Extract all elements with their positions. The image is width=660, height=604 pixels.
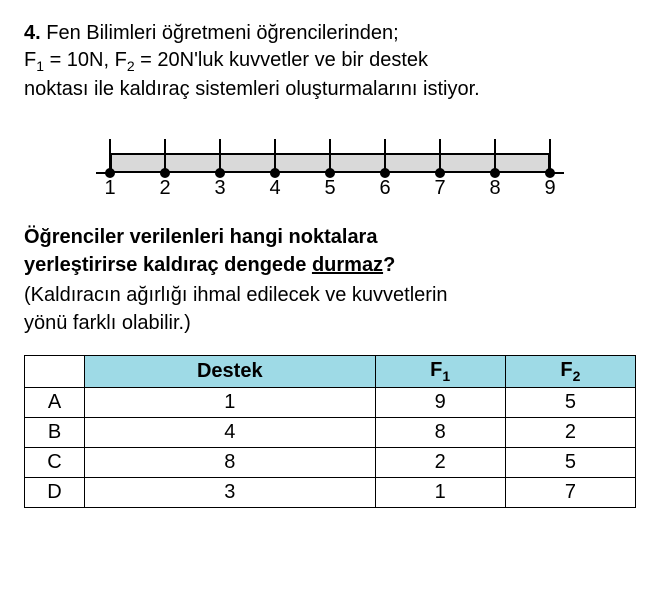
prompt-line2c: ? [383, 254, 395, 276]
header-f2-letter: F [560, 359, 572, 381]
paren-line2: yönü farklı olabilir.) [24, 312, 191, 334]
prompt-underline: durmaz [312, 254, 383, 276]
table-row: C 8 2 5 [25, 447, 636, 477]
lever-number: 7 [434, 177, 445, 200]
paren-line1: (Kaldıracın ağırlığı ihmal edilecek ve k… [24, 284, 448, 306]
cell-f2: 5 [505, 447, 635, 477]
header-corner [25, 355, 85, 387]
question-text: 4. Fen Bilimleri öğretmeni öğrencilerind… [24, 20, 636, 103]
lever-number: 8 [489, 177, 500, 200]
header-f1-sub: 1 [442, 368, 450, 384]
header-f2-sub: 2 [573, 368, 581, 384]
cell-f2: 5 [505, 387, 635, 417]
row-label: B [25, 417, 85, 447]
q-f1a: F [24, 49, 36, 71]
question-line3: noktası ile kaldıraç sistemleri oluşturm… [24, 78, 480, 100]
lever-number: 3 [214, 177, 225, 200]
lever-number: 4 [269, 177, 280, 200]
cell-destek: 4 [85, 417, 376, 447]
row-label: D [25, 477, 85, 507]
q-sub2: 2 [127, 58, 135, 74]
cell-f1: 8 [375, 417, 505, 447]
header-destek: Destek [85, 355, 376, 387]
q-f1b: = 10N, F [44, 49, 127, 71]
cell-f1: 2 [375, 447, 505, 477]
header-f1: F1 [375, 355, 505, 387]
prompt-line2a: yerleştirirse kaldıraç dengede [24, 254, 312, 276]
lever-diagram: 1 2 3 4 5 6 7 8 9 [24, 133, 636, 197]
header-f2: F2 [505, 355, 635, 387]
q-sub1: 1 [36, 58, 44, 74]
table-row: A 1 9 5 [25, 387, 636, 417]
q-f1c: = 20N'luk kuvvetler ve bir destek [135, 49, 428, 71]
lever-number: 1 [104, 177, 115, 200]
cell-f2: 7 [505, 477, 635, 507]
prompt-text: Öğrenciler verilenleri hangi noktalara y… [24, 223, 636, 279]
answers-table: Destek F1 F2 A 1 9 5 B 4 8 2 C 8 2 5 D 3… [24, 355, 636, 508]
question-number: 4. [24, 22, 41, 44]
cell-destek: 8 [85, 447, 376, 477]
lever-number: 2 [159, 177, 170, 200]
row-label: C [25, 447, 85, 477]
cell-destek: 3 [85, 477, 376, 507]
cell-f1: 1 [375, 477, 505, 507]
lever-number: 9 [544, 177, 555, 200]
lever-number: 6 [379, 177, 390, 200]
table-row: B 4 8 2 [25, 417, 636, 447]
table-header-row: Destek F1 F2 [25, 355, 636, 387]
cell-f1: 9 [375, 387, 505, 417]
header-f1-letter: F [430, 359, 442, 381]
lever-number: 5 [324, 177, 335, 200]
cell-f2: 2 [505, 417, 635, 447]
paren-text: (Kaldıracın ağırlığı ihmal edilecek ve k… [24, 281, 636, 337]
table-row: D 3 1 7 [25, 477, 636, 507]
question-line1: Fen Bilimleri öğretmeni öğrencilerinden; [46, 22, 398, 44]
row-label: A [25, 387, 85, 417]
prompt-line1: Öğrenciler verilenleri hangi noktalara [24, 226, 377, 248]
cell-destek: 1 [85, 387, 376, 417]
